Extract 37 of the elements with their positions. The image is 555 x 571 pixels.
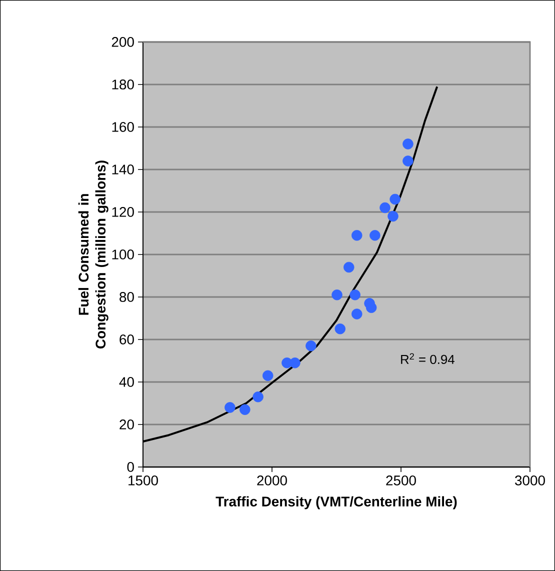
point	[252, 391, 264, 402]
y-tick-label: 60	[120, 334, 134, 344]
y-tick-label: 160	[112, 122, 134, 132]
y-axis-title: Fuel Consumed in Congestion (million gallons)	[78, 160, 108, 348]
point	[380, 202, 390, 214]
y-tick-label: 40	[119, 377, 134, 387]
point	[334, 323, 346, 334]
x-tick-label: 1500	[128, 476, 158, 486]
point	[344, 262, 354, 273]
point	[350, 289, 360, 300]
y-tick-label: 100	[112, 250, 134, 260]
point	[262, 370, 274, 381]
point	[390, 194, 400, 205]
point	[332, 289, 342, 300]
point	[402, 156, 414, 166]
x-tick-label: 2500	[386, 476, 416, 486]
y-tick-label: 80	[120, 292, 134, 302]
y-tick-label: 200	[112, 37, 134, 47]
point	[366, 302, 377, 313]
y-tick-label: 20	[120, 420, 134, 430]
point	[352, 230, 362, 241]
point	[352, 308, 362, 320]
y-tick-label: 180	[112, 80, 134, 90]
y-tick-label: 0	[127, 462, 134, 472]
y-tick-label: 120	[112, 207, 134, 217]
point	[290, 357, 300, 368]
point	[240, 404, 250, 415]
x-tick-label: 3000	[515, 476, 545, 486]
point	[402, 138, 414, 150]
point	[306, 340, 316, 352]
x-tick-label: 2000	[257, 476, 287, 486]
x-axis-title: Traffic Density (VMT/Centerline Mile)	[216, 496, 457, 510]
y-tick-label: 140	[112, 164, 134, 174]
point	[370, 230, 380, 241]
annotation: R$^{2}$ = 0.94	[401, 353, 454, 364]
point	[224, 402, 236, 413]
point	[388, 210, 398, 222]
